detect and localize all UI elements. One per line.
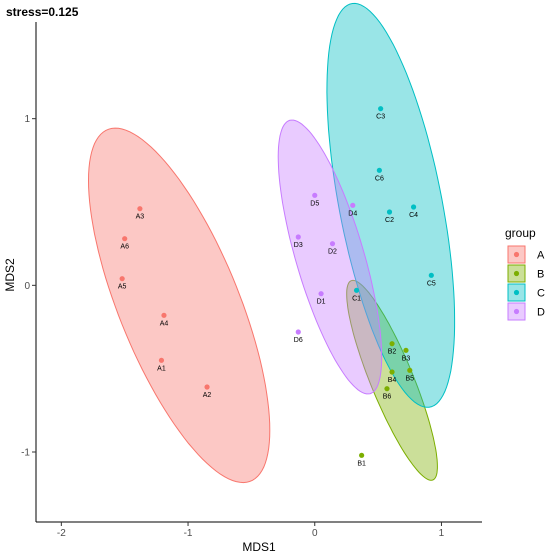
- point-b4: [389, 369, 395, 375]
- axes-layer: -2 -1 0 1 -1 0 1: [21, 22, 482, 539]
- ellipses-layer: [87, 2, 456, 484]
- point-d2: [329, 241, 336, 247]
- y-axis-title: MDS2: [3, 258, 17, 292]
- point-c1: [353, 287, 360, 293]
- point-b5: [407, 367, 413, 373]
- point-a1: [158, 357, 165, 363]
- point-c4: [410, 204, 417, 210]
- point-label-a5: A5: [118, 284, 127, 291]
- point-b6: [384, 386, 390, 392]
- x-tick-label: 1: [439, 528, 445, 539]
- legend-label-d: D: [537, 307, 545, 319]
- ellipse-group-c: [326, 2, 456, 408]
- point-label-a1: A1: [157, 365, 166, 372]
- point-label-b5: B5: [405, 375, 414, 382]
- point-label-d3: D3: [294, 242, 303, 249]
- point-label-a3: A3: [136, 214, 145, 221]
- point-label-c6: C6: [375, 175, 384, 182]
- point-c6: [376, 167, 382, 173]
- point-b1: [359, 452, 365, 458]
- point-label-b6: B6: [383, 394, 392, 401]
- point-label-b4: B4: [388, 377, 397, 384]
- point-d4: [350, 202, 356, 208]
- point-a2: [204, 384, 210, 390]
- point-b3: [403, 347, 409, 353]
- legend-dot-d: [513, 308, 520, 315]
- legend-title: group: [505, 226, 536, 240]
- point-label-d2: D2: [328, 249, 337, 256]
- point-label-c4: C4: [409, 212, 418, 219]
- point-d1: [318, 291, 324, 297]
- point-a5: [119, 276, 125, 282]
- point-label-d5: D5: [310, 200, 319, 207]
- point-c3: [378, 106, 384, 112]
- point-b2: [389, 341, 395, 347]
- legend-label-b: B: [537, 269, 544, 281]
- y-tick-label: 0: [24, 281, 30, 292]
- chart-title: stress=0.125: [6, 5, 79, 19]
- point-label-d4: D4: [348, 210, 357, 217]
- legend-label-a: A: [537, 250, 545, 262]
- point-label-c5: C5: [427, 280, 436, 287]
- point-d5: [312, 192, 318, 198]
- x-tick-label: 0: [312, 528, 318, 539]
- point-d3: [295, 234, 301, 240]
- point-label-d6: D6: [294, 337, 303, 344]
- legend-dot-c: [513, 289, 520, 296]
- point-label-a4: A4: [160, 320, 169, 327]
- point-a3: [137, 206, 143, 212]
- point-label-a6: A6: [120, 244, 129, 251]
- point-label-b3: B3: [402, 355, 411, 362]
- point-a4: [161, 312, 167, 318]
- point-c5: [428, 272, 434, 278]
- ellipse-group-d: [277, 119, 383, 395]
- legend-dot-a: [513, 251, 520, 258]
- ellipse-group-a: [87, 127, 271, 484]
- point-d6: [295, 329, 301, 335]
- point-label-b1: B1: [357, 460, 366, 467]
- y-tick-label: -1: [21, 448, 30, 459]
- point-c2: [386, 209, 393, 215]
- point-label-a2: A2: [203, 392, 212, 399]
- x-tick-label: -2: [57, 528, 66, 539]
- point-label-c2: C2: [385, 217, 394, 224]
- y-tick-label: 1: [24, 114, 30, 125]
- legend-dot-b: [513, 270, 520, 277]
- point-label-c1: C1: [352, 295, 361, 302]
- point-label-d1: D1: [317, 299, 326, 306]
- point-a6: [122, 236, 128, 242]
- points-layer: A1 A2 A3 A4 A5 A6 B1 B2 B3 B4 B5 B6 C1 C2 C3 C4 C5 C6 D1 D2…: [118, 106, 436, 467]
- point-label-b2: B2: [388, 349, 397, 356]
- ellipse-group-b: [346, 279, 438, 481]
- legend-label-c: C: [537, 288, 545, 300]
- x-tick-label: -1: [184, 528, 193, 539]
- point-label-c3: C3: [376, 114, 385, 121]
- x-axis-title: MDS1: [242, 540, 276, 554]
